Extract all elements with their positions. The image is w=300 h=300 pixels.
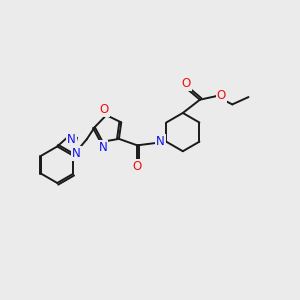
Text: N: N: [72, 147, 81, 160]
Text: O: O: [133, 160, 142, 173]
Text: O: O: [182, 77, 191, 90]
Text: O: O: [99, 103, 109, 116]
Text: N: N: [156, 135, 165, 148]
Text: O: O: [217, 89, 226, 102]
Text: N: N: [99, 141, 107, 154]
Text: N: N: [67, 133, 76, 146]
